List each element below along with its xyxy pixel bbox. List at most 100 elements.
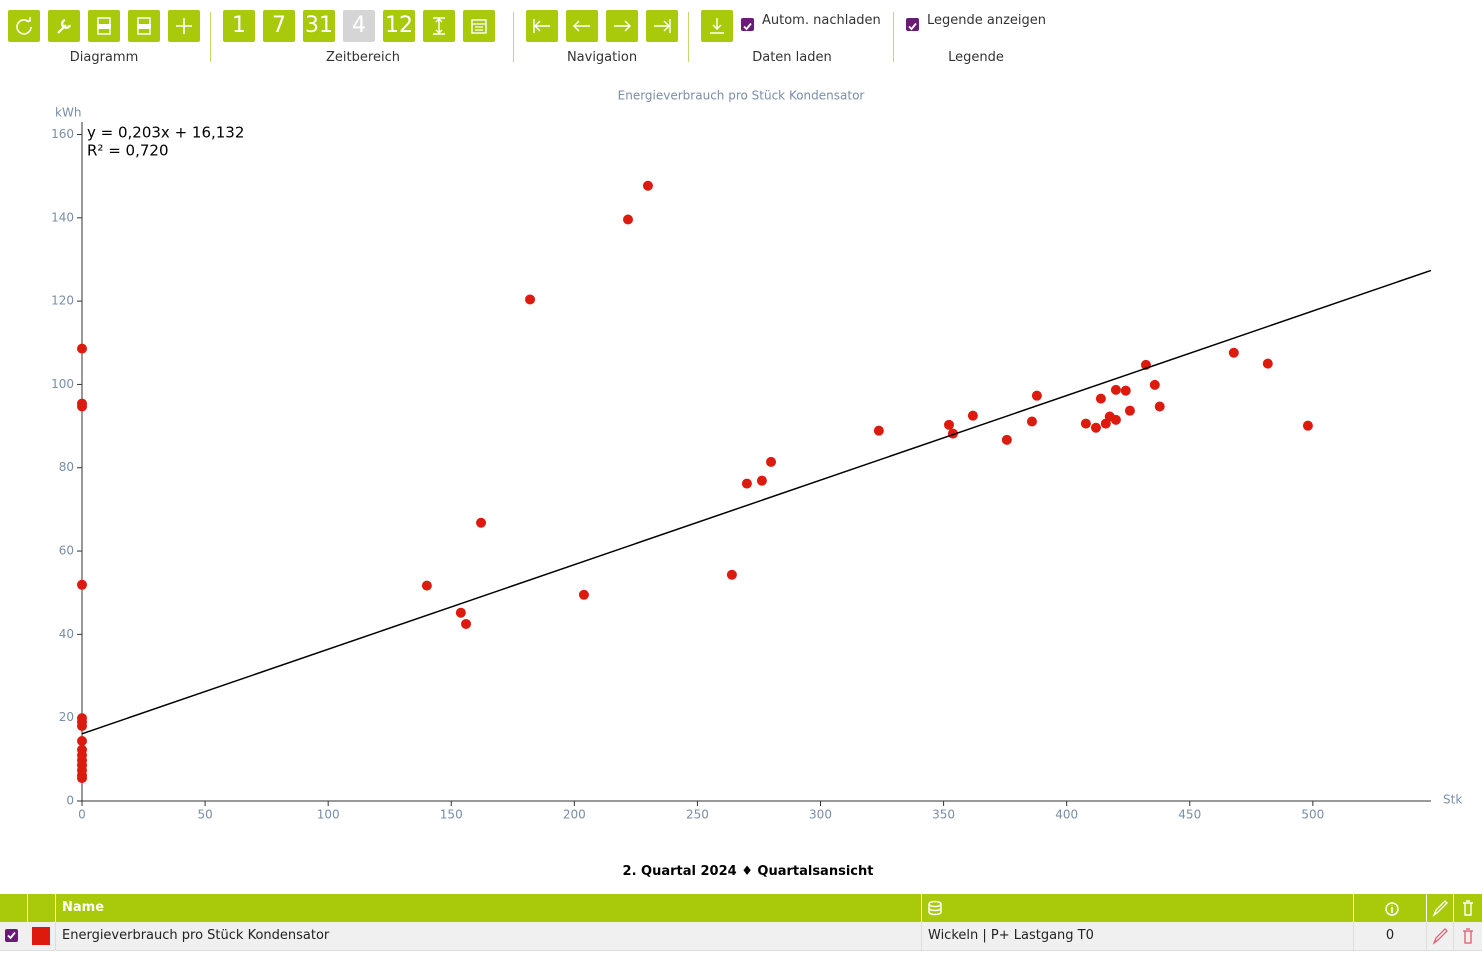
x-tick-label: 100 xyxy=(317,808,340,822)
checkbox-label: Legende anzeigen xyxy=(927,13,1047,28)
trend-r2: R² = 0,720 xyxy=(87,142,168,160)
data-point xyxy=(873,425,884,436)
data-point xyxy=(642,180,653,191)
pdf-button[interactable] xyxy=(128,10,160,42)
separator xyxy=(513,12,514,62)
group-label: Navigation xyxy=(566,50,638,65)
prev-button[interactable] xyxy=(566,10,598,42)
range-button[interactable]: 12 xyxy=(383,10,415,42)
range-button[interactable]: 1 xyxy=(223,10,255,42)
autoscale-button[interactable] xyxy=(423,10,455,42)
calendar-button[interactable] xyxy=(463,10,495,42)
data-point xyxy=(726,569,737,580)
info-cell: 0 xyxy=(1353,922,1426,950)
settings-button[interactable] xyxy=(48,10,80,42)
x-tick-label: 300 xyxy=(809,808,832,822)
period-label: 2. Quartal 2024 ♦ Quartalsansicht xyxy=(622,864,874,879)
data-point xyxy=(1120,385,1131,396)
y-tick-label: 60 xyxy=(59,544,74,558)
trend-equation: y = 0,203x + 16,132 xyxy=(87,124,244,142)
table-header: Name xyxy=(0,894,1482,922)
data-point xyxy=(1110,414,1121,425)
data-point xyxy=(1026,416,1037,427)
data-point xyxy=(77,343,87,354)
data-point xyxy=(944,419,955,430)
refresh-button[interactable] xyxy=(8,10,40,42)
x-tick-label: 450 xyxy=(1178,808,1201,822)
download-button[interactable] xyxy=(701,10,733,42)
data-point xyxy=(1090,422,1101,433)
data-point xyxy=(1001,434,1012,445)
separator xyxy=(210,12,211,62)
y-tick-label: 80 xyxy=(59,460,74,474)
group-label: Legende xyxy=(948,50,1004,65)
data-point xyxy=(461,618,472,629)
y-tick-label: 20 xyxy=(59,710,74,724)
range-button[interactable]: 7 xyxy=(263,10,295,42)
y-tick-label: 160 xyxy=(51,127,74,141)
trendline xyxy=(81,269,1432,735)
range-button[interactable]: 4 xyxy=(343,10,375,42)
source-cell: Wickeln | P+ Lastgang T0 xyxy=(921,922,1353,950)
separator xyxy=(893,12,894,62)
x-tick-label: 350 xyxy=(932,808,955,822)
x-tick-label: 50 xyxy=(197,808,212,822)
chart-title: Energieverbrauch pro Stück Kondensator xyxy=(618,89,865,103)
range-button[interactable]: 31 xyxy=(303,10,335,42)
x-tick-label: 200 xyxy=(563,808,586,822)
data-point xyxy=(77,401,87,412)
checkbox[interactable] xyxy=(741,18,754,31)
edit-button[interactable] xyxy=(1426,922,1453,950)
data-point xyxy=(741,478,752,489)
data-point xyxy=(1110,384,1121,395)
x-tick-label: 500 xyxy=(1301,808,1324,822)
edit-icon xyxy=(1426,894,1453,922)
x-tick-label: 150 xyxy=(440,808,463,822)
data-point xyxy=(766,456,777,467)
x-axis-label: Stk xyxy=(1443,793,1462,807)
data-point xyxy=(476,517,487,528)
y-tick-label: 40 xyxy=(59,627,74,641)
data-point xyxy=(77,773,87,784)
data-point xyxy=(1154,401,1165,412)
data-point xyxy=(1228,347,1239,358)
row-checkbox[interactable] xyxy=(5,929,18,942)
data-point xyxy=(1262,358,1273,369)
data-point xyxy=(623,214,634,225)
source-icon xyxy=(921,894,1353,922)
data-point xyxy=(1095,393,1106,404)
group-label: Diagramm xyxy=(69,50,139,65)
data-point xyxy=(77,579,87,590)
data-point xyxy=(1124,405,1135,416)
checkbox[interactable] xyxy=(906,18,919,31)
data-point xyxy=(525,294,536,305)
series-color xyxy=(32,927,50,945)
last-button[interactable] xyxy=(646,10,678,42)
info-icon xyxy=(1353,894,1426,922)
data-point xyxy=(1031,390,1042,401)
table-row: Energieverbrauch pro Stück Kondensator W… xyxy=(0,922,1482,951)
delete-button[interactable] xyxy=(1453,922,1482,950)
separator xyxy=(688,12,689,62)
x-tick-label: 0 xyxy=(78,808,86,822)
group-label: Daten laden xyxy=(752,50,832,65)
group-label: Zeitbereich xyxy=(326,50,400,65)
y-tick-label: 140 xyxy=(51,210,74,224)
data-point xyxy=(1149,379,1160,390)
next-button[interactable] xyxy=(606,10,638,42)
first-button[interactable] xyxy=(526,10,558,42)
y-tick-label: 100 xyxy=(51,377,74,391)
series-name: Energieverbrauch pro Stück Kondensator xyxy=(55,922,921,950)
data-point xyxy=(967,410,978,421)
data-point xyxy=(578,589,589,600)
data-point xyxy=(1302,420,1313,431)
header-cell: Name xyxy=(55,894,921,922)
x-tick-label: 250 xyxy=(686,808,709,822)
y-tick-label: 0 xyxy=(66,794,74,808)
checkbox-label: Autom. nachladen xyxy=(762,13,881,28)
csv-button[interactable] xyxy=(88,10,120,42)
add-button[interactable] xyxy=(168,10,200,42)
y-axis-label: kWh xyxy=(55,106,81,120)
y-tick-label: 120 xyxy=(51,294,74,308)
